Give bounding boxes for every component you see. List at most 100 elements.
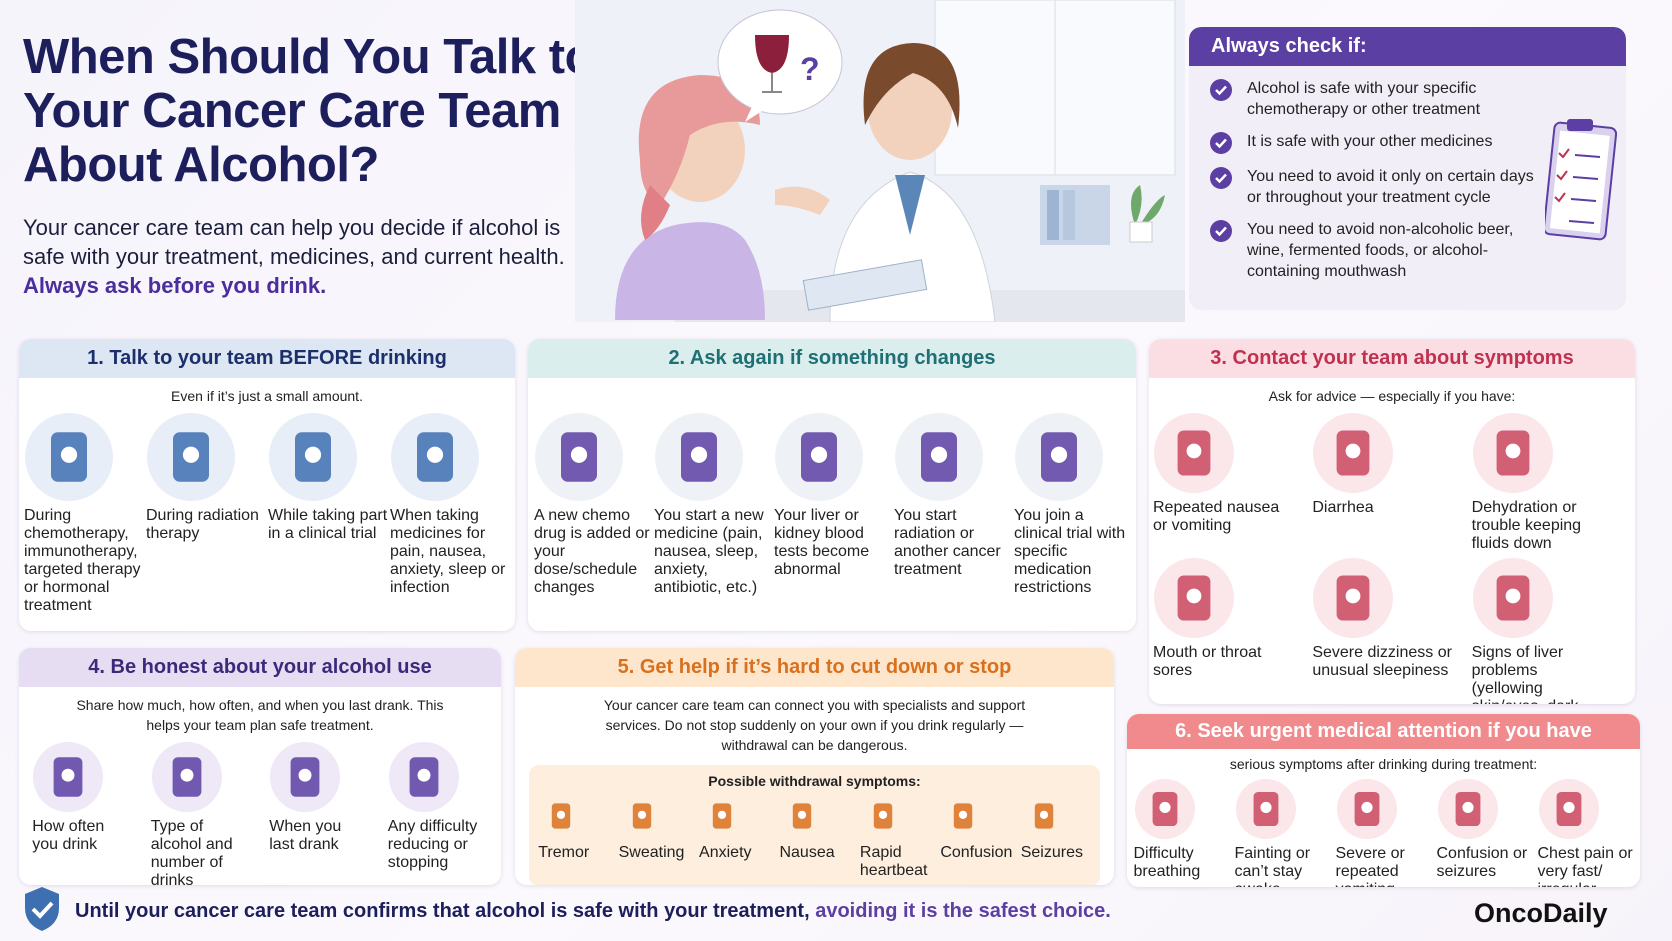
icon-detail: [180, 768, 194, 782]
item: Confusion: [940, 793, 1012, 880]
item-label: Sweating: [618, 844, 685, 861]
shield-icon: [25, 887, 59, 931]
section-card: 3. Contact your team about symptoms Ask …: [1149, 339, 1635, 704]
check-icon: [1210, 79, 1232, 101]
section-card: 1. Talk to your team BEFORE drinking Eve…: [19, 339, 515, 631]
item: Fainting or can’t stay awake: [1235, 778, 1331, 887]
icon-detail: [1050, 446, 1068, 463]
item: Seizures: [1021, 793, 1091, 880]
item-icon: [1154, 558, 1234, 638]
page-title: When Should You Talk to Your Cancer Care…: [23, 30, 595, 192]
item: When you last drank: [269, 741, 369, 885]
item-icon: [1313, 413, 1394, 493]
icon-detail: [717, 810, 727, 819]
item-label: Repeated nausea or vomiting: [1153, 499, 1280, 534]
check-box: Always check if: Alcohol is safe with yo…: [1189, 27, 1626, 310]
icon-detail: [1345, 588, 1361, 604]
item-icon: [1538, 779, 1599, 839]
item-label: Type of alcohol and number of drinks: [150, 818, 233, 885]
item-icon: [1154, 413, 1234, 493]
item: How often you drink: [32, 741, 132, 885]
check-circle: [1210, 220, 1232, 242]
item-label: During chemotherapy, immunotherapy, targ…: [24, 507, 141, 614]
item-icon: [1472, 413, 1553, 493]
check-mark: [1215, 138, 1227, 149]
item: Type of alcohol and number of drinks: [151, 741, 251, 885]
icon-detail: [1186, 443, 1202, 459]
section-subtitle: Ask for advice — especially if you have:: [1268, 388, 1516, 404]
item-label: You start radiation or another cancer tr…: [894, 507, 1001, 578]
item-label: Severe dizziness or unusual sleepiness: [1312, 644, 1452, 679]
item-icon: [151, 742, 222, 812]
check-item: It is safe with your other medicines: [1209, 131, 1539, 155]
section-card: 4. Be honest about your alcohol use Shar…: [19, 648, 501, 885]
item-icon: [632, 803, 651, 829]
item-icon: [552, 803, 571, 829]
item: Repeated nausea or vomiting: [1153, 412, 1293, 553]
item: Confusion or seizures: [1437, 778, 1533, 887]
item-label: Your liver or kidney blood tests become …: [774, 507, 870, 578]
item-label: When taking medicines for pain, nausea, …: [390, 507, 506, 596]
icon-detail: [878, 810, 888, 819]
bubble-mark: ?: [800, 51, 820, 87]
withdrawal-box: Possible withdrawal symptoms: Tremor Swea…: [529, 765, 1100, 885]
item-label: Nausea: [779, 844, 835, 861]
check-mark: [1215, 173, 1227, 184]
item-icon: [655, 413, 743, 501]
illustration: ?: [575, 0, 1185, 322]
check-title: Always check if:: [1189, 27, 1626, 66]
item-icon: [1235, 779, 1296, 839]
item: Tremor: [538, 793, 608, 880]
item-label: Chest pain or very fast/ irregular heart…: [1537, 845, 1633, 887]
item: Your liver or kidney blood tests become …: [774, 412, 890, 597]
item-label: Fainting or can’t stay awake: [1234, 845, 1311, 887]
item-list: During chemotherapy, immunotherapy, targ…: [19, 412, 515, 615]
item-label: Anxiety: [699, 844, 752, 861]
item-list: Tremor Sweating Anxiety Nausea Rapid heartbe…: [529, 793, 1100, 880]
item-label: Difficulty breathing: [1133, 845, 1201, 880]
item-label: Mouth or throat sores: [1153, 644, 1262, 679]
check-circle: [1210, 79, 1232, 101]
check-item: You need to avoid it only on certain day…: [1209, 166, 1539, 208]
footer-main: Until your cancer care team confirms tha…: [75, 900, 810, 922]
item-label: Any difficulty reducing or stopping: [387, 818, 478, 871]
item-icon: [775, 413, 863, 501]
item-label: Dehydration or trouble keeping fluids do…: [1471, 499, 1582, 552]
icon-detail: [1158, 801, 1171, 814]
item-label: Signs of liver problems (yellowing skin/…: [1471, 644, 1579, 704]
item-label: When you last drank: [269, 818, 342, 853]
icon-detail: [1562, 801, 1575, 814]
section-title: 5. Get help if it’s hard to cut down or …: [515, 648, 1114, 687]
icon-detail: [1039, 810, 1048, 819]
item-label: How often you drink: [32, 818, 105, 853]
check-item: Alcohol is safe with your specific chemo…: [1209, 78, 1539, 120]
item-label: You join a clinical trial with specific …: [1014, 507, 1126, 596]
item: You join a clinical trial with specific …: [1014, 412, 1130, 597]
item-icon: [873, 803, 893, 829]
item: Nausea: [779, 793, 849, 880]
icon-detail: [1505, 443, 1521, 459]
section-title: 3. Contact your team about symptoms: [1149, 339, 1635, 378]
item: You start a new medicine (pain, nausea, …: [654, 412, 770, 597]
icon-detail: [1461, 801, 1474, 814]
icon-detail: [798, 810, 807, 819]
check-text: It is safe with your other medicines: [1247, 133, 1493, 150]
section-subtitle: serious symptoms after drinking during t…: [1229, 756, 1538, 772]
item-list: A new chemo drug is added or your dose/s…: [528, 412, 1136, 597]
brand: OncoDaily: [1474, 898, 1608, 928]
item-label: Tremor: [538, 844, 590, 861]
icon-detail: [1360, 801, 1373, 814]
section-subtitle: Share how much, how often, and when you …: [76, 697, 444, 733]
check-icon: [1210, 132, 1232, 154]
item-icon: [25, 413, 113, 501]
section-subtitle: Even if it’s just a small amount.: [171, 388, 363, 404]
item-label: Confusion or seizures: [1436, 845, 1528, 880]
intro: Your cancer care team can help you decid…: [23, 215, 565, 269]
clipboard-icon: [1545, 119, 1617, 241]
check-text: Alcohol is safe with your specific chemo…: [1247, 80, 1481, 118]
item-icon: [1336, 779, 1397, 839]
item-label: While taking part in a clinical trial: [268, 507, 388, 542]
item-icon: [388, 742, 459, 812]
check-item: You need to avoid non-alcoholic beer, wi…: [1209, 219, 1539, 282]
icon-detail: [959, 810, 968, 819]
